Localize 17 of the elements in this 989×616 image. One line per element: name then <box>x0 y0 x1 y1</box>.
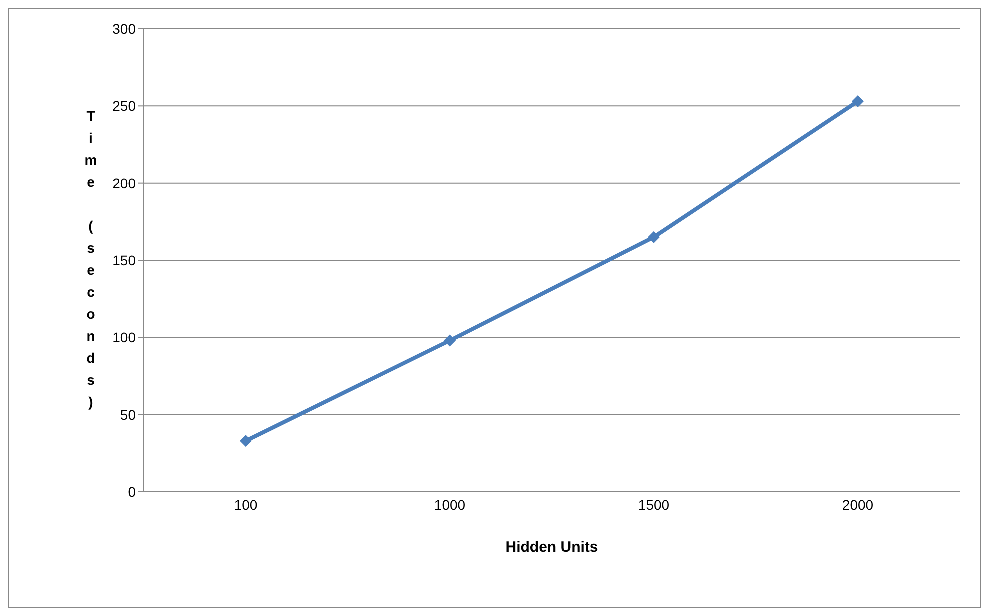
y-tick-label: 100 <box>112 330 136 346</box>
y-tick-label: 300 <box>112 20 136 37</box>
y-tick-label: 0 <box>128 484 136 500</box>
point <box>240 435 252 448</box>
point <box>852 96 864 108</box>
x-axis-title: Hidden Units <box>506 539 598 556</box>
y-tick-label: 200 <box>112 175 136 192</box>
text: Time (seconds) <box>84 108 98 410</box>
x-tick-label: 1500 <box>638 496 670 513</box>
point <box>444 334 456 347</box>
point <box>648 231 660 244</box>
y-tick-label: 150 <box>112 252 136 268</box>
x-tick-label: 1000 <box>434 496 466 513</box>
y-tick-label: 250 <box>112 98 136 114</box>
x-tick-label: 100 <box>234 496 258 513</box>
x-tick-label: 2000 <box>842 496 874 513</box>
y-tick-label: 50 <box>120 406 136 423</box>
